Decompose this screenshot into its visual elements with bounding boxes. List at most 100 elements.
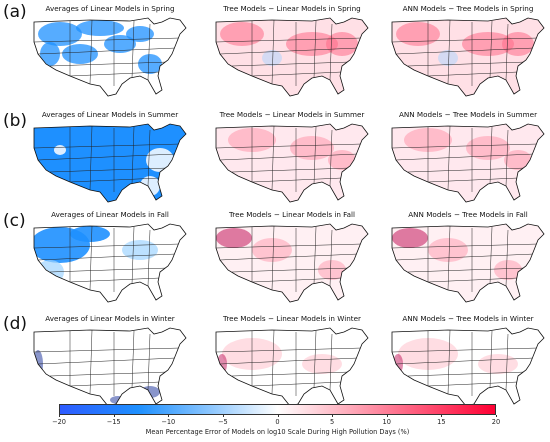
state-border (89, 225, 93, 291)
state-border (49, 371, 169, 377)
error-region (466, 136, 510, 160)
state-border (392, 243, 539, 249)
error-region (122, 240, 158, 260)
state-border (407, 371, 527, 377)
map-panel: ANN Models − Tree Models in Winter (388, 314, 548, 410)
state-border (219, 47, 359, 55)
us-map (33, 327, 187, 407)
map-panel: Averages of Linear Models in Summer (30, 110, 190, 206)
colorbar-tick-label: 10 (382, 418, 391, 426)
panel-title: Averages of Linear Models in Fall (51, 210, 169, 219)
error-region (138, 54, 162, 74)
error-region (318, 260, 346, 280)
row-label-d: (d) (3, 314, 28, 334)
colorbar-tick-label: 20 (491, 418, 501, 426)
state-border (427, 381, 519, 387)
state-border (147, 129, 151, 187)
map-panel: Averages of Linear Models in Spring (30, 4, 190, 100)
map-panel: Tree Models − Linear Models in Spring (212, 4, 372, 100)
state-border (505, 23, 509, 81)
map-panel: Tree Models − Linear Models in Fall (212, 210, 372, 306)
error-region (438, 50, 458, 66)
state-border (313, 126, 317, 185)
us-map (33, 17, 187, 97)
colorbar-tick-mark (222, 415, 224, 417)
us-map (391, 17, 545, 97)
colorbar-tick-mark (496, 415, 497, 417)
state-border (489, 126, 493, 185)
state-border (89, 125, 93, 191)
state-border (447, 329, 451, 395)
error-region (290, 136, 334, 160)
state-border (271, 329, 275, 395)
panel-title: ANN Models − Tree Models in Fall (408, 210, 528, 219)
state-border (37, 357, 177, 365)
colorbar-tick-mark (332, 415, 333, 417)
state-border (251, 277, 343, 283)
state-border (407, 167, 527, 173)
us-outline (33, 223, 187, 303)
error-region (70, 226, 110, 242)
colorbar-tick-mark (441, 415, 442, 417)
error-region (262, 50, 282, 66)
state-border (49, 167, 169, 173)
error-region (504, 150, 532, 170)
error-region (302, 354, 342, 374)
state-border (251, 71, 343, 77)
us-outline (215, 327, 369, 407)
us-outline (33, 17, 187, 97)
state-border (216, 347, 363, 353)
state-border (231, 167, 351, 173)
panel-title: Averages of Linear Models in Winter (45, 314, 175, 323)
error-region (428, 238, 468, 262)
state-border (216, 243, 363, 249)
error-region (478, 354, 518, 374)
error-region (54, 145, 66, 155)
state-border (407, 267, 527, 273)
colorbar (59, 404, 496, 415)
state-border (427, 177, 519, 183)
row-label-b: (b) (3, 111, 28, 131)
us-map (391, 123, 545, 203)
us-outline (33, 123, 187, 203)
state-border (231, 371, 351, 377)
error-region (328, 150, 356, 170)
state-border (37, 153, 177, 161)
state-border (313, 20, 317, 79)
row-label-a: (a) (3, 2, 27, 22)
state-border (219, 153, 359, 161)
state-border (231, 61, 351, 67)
panel-title: ANN Models − Tree Models in Summer (398, 110, 538, 119)
us-outline (33, 327, 187, 407)
state-border (395, 47, 535, 55)
state-border (271, 125, 275, 191)
state-border (271, 19, 275, 85)
state-border (427, 277, 519, 283)
map-panel: ANN Models − Tree Models in Spring (388, 4, 548, 100)
panel-title: Tree Models − Linear Models in Summer (219, 110, 365, 119)
state-border (329, 333, 333, 391)
panel-title: Averages of Linear Models in Summer (41, 110, 179, 119)
colorbar-tick-label: −15 (106, 418, 121, 426)
row-label-c: (c) (3, 211, 26, 231)
state-border (37, 47, 177, 55)
us-map (391, 223, 545, 303)
us-outline (391, 327, 545, 407)
colorbar-tick-label: −10 (161, 418, 176, 426)
state-border (329, 129, 333, 187)
state-border (69, 277, 161, 283)
colorbar-tick-label: −5 (218, 418, 228, 426)
state-border (505, 229, 509, 287)
state-border (219, 253, 359, 261)
error-region (126, 26, 154, 42)
error-region (392, 228, 428, 248)
state-border (329, 229, 333, 287)
map-panel: ANN Models − Tree Models in Fall (388, 210, 548, 306)
state-border (219, 357, 359, 365)
us-map (215, 123, 369, 203)
state-border (489, 226, 493, 285)
error-region (62, 44, 98, 64)
state-border (131, 226, 135, 285)
state-border (147, 23, 151, 81)
state-border (131, 126, 135, 185)
